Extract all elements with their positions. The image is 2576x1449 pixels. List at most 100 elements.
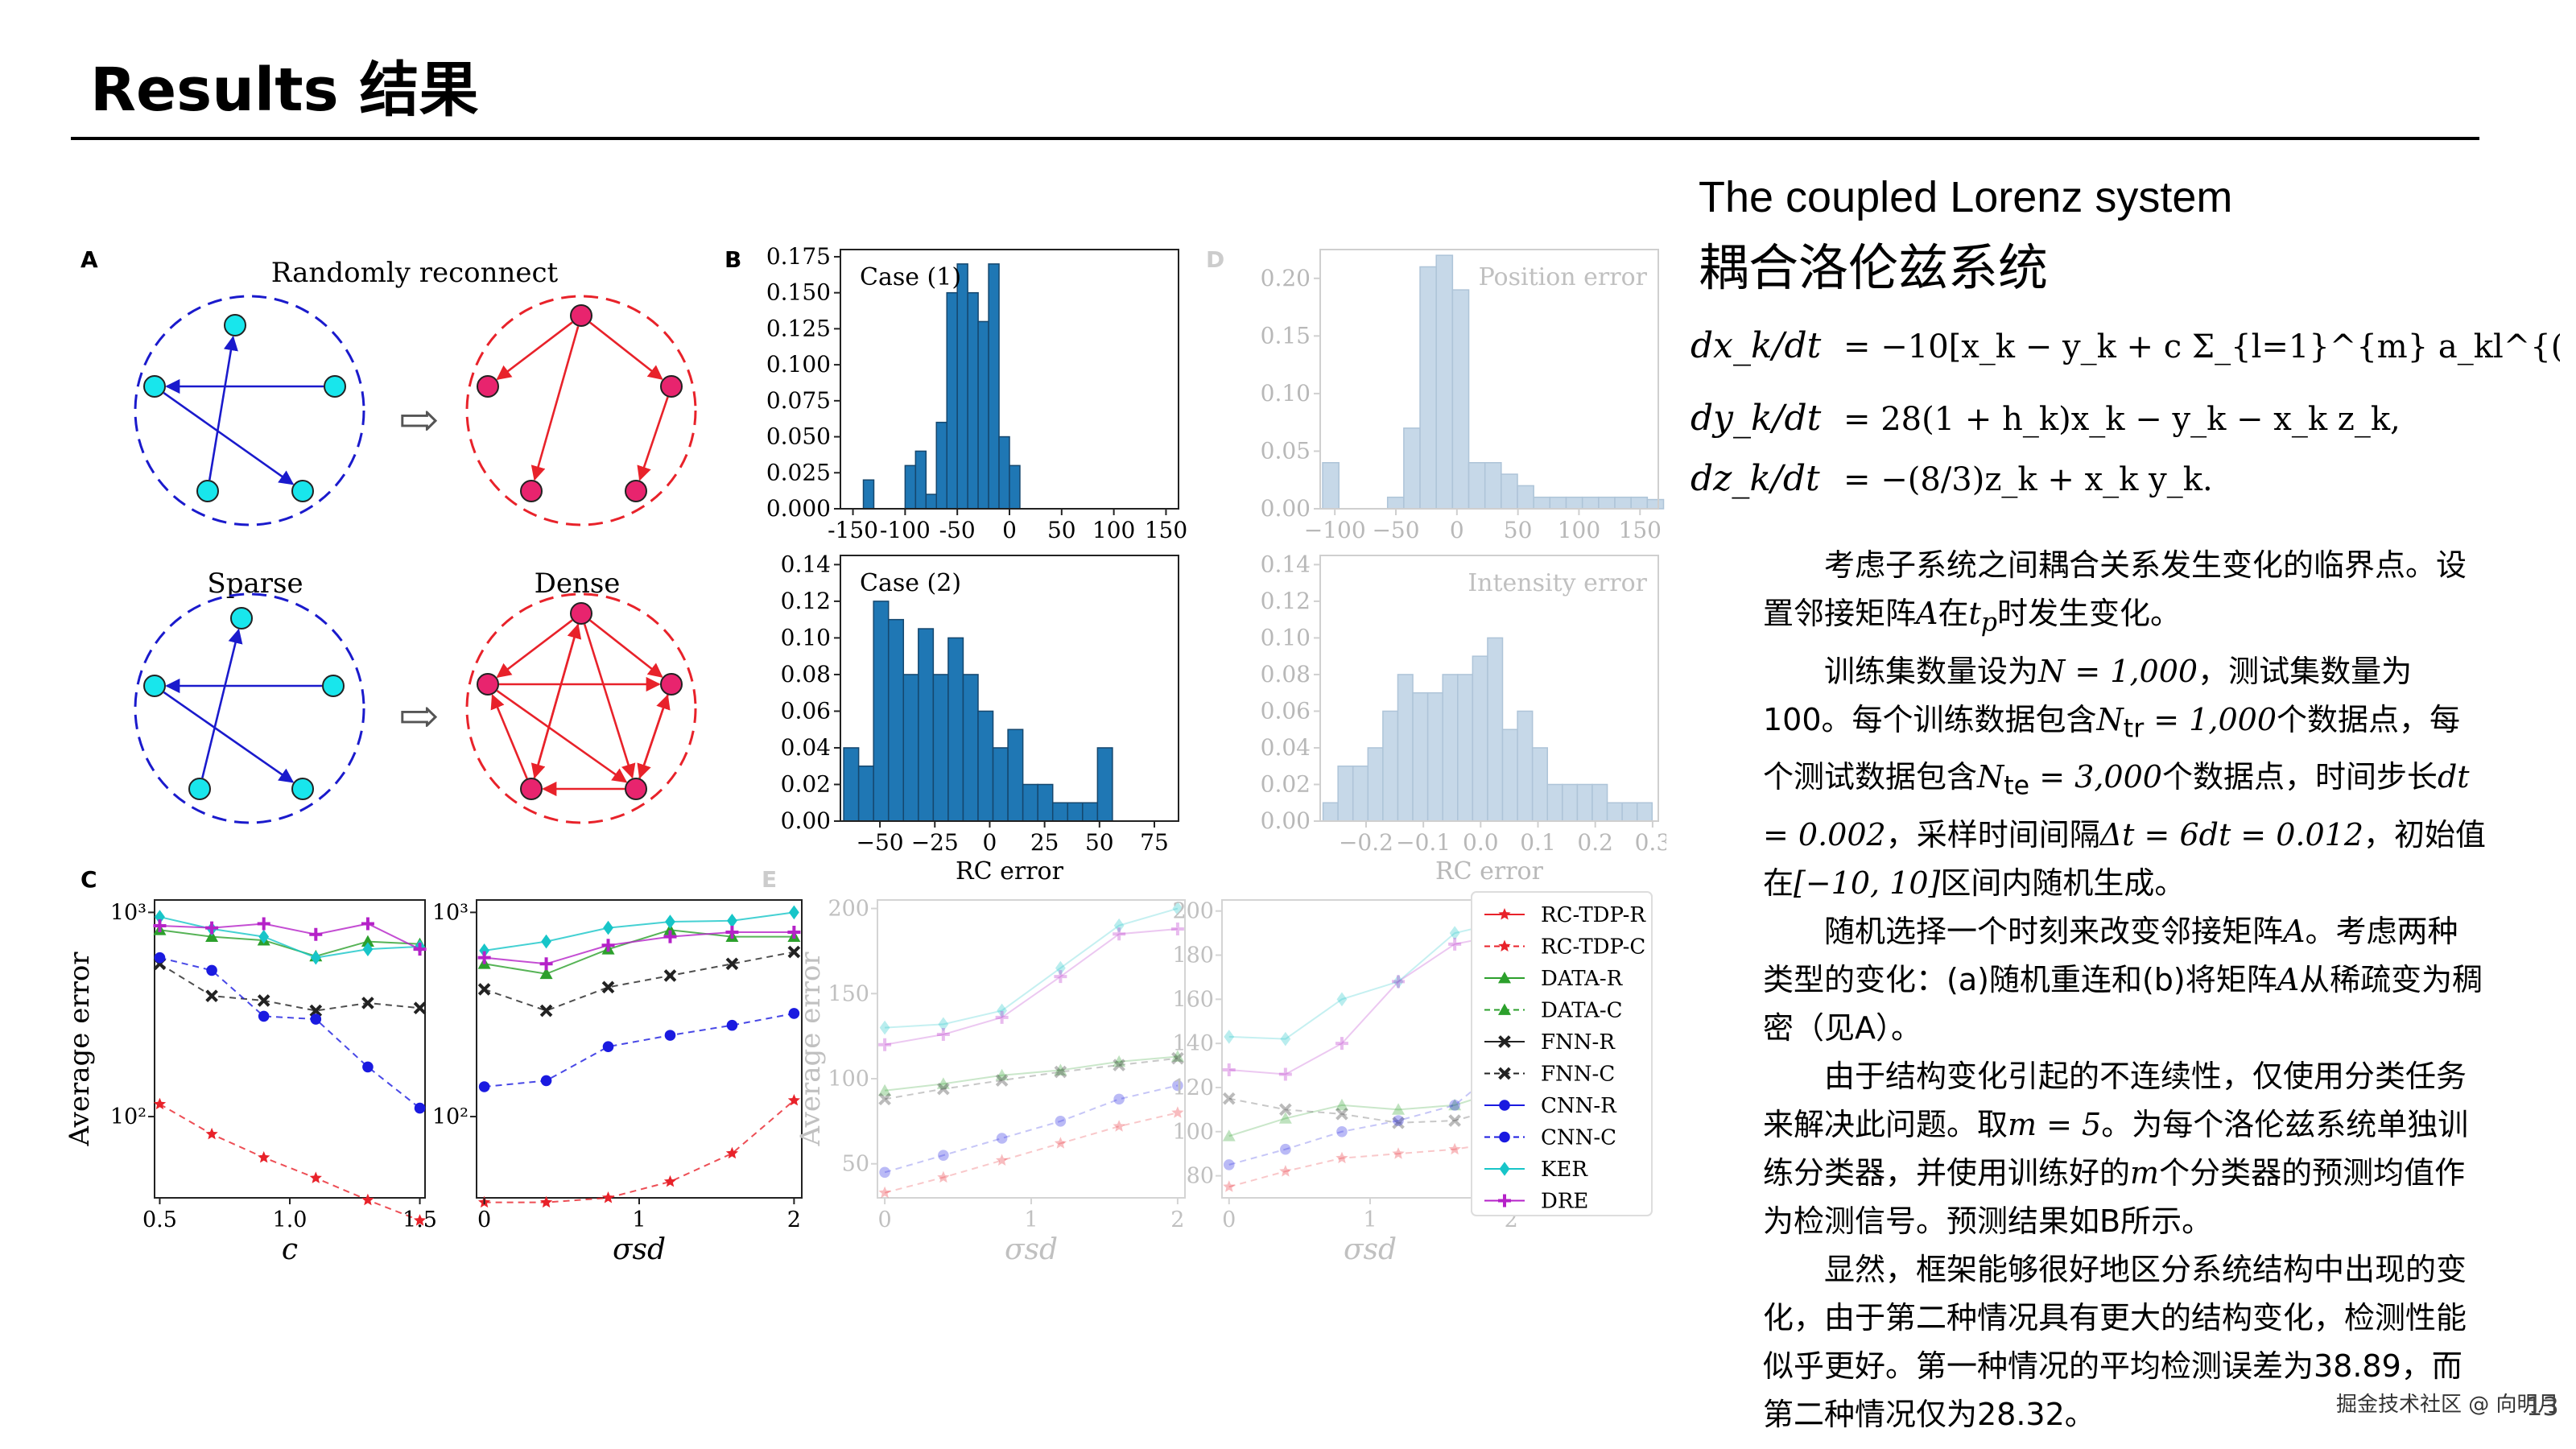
data-point: [1336, 992, 1348, 1007]
x-axis-label: RC error: [956, 857, 1064, 886]
x-tick-label: 2: [787, 1208, 801, 1232]
histogram-bar: [873, 601, 890, 822]
plot-title: Intensity error: [1468, 569, 1647, 597]
eq2-lhs: dy_k/dt: [1690, 398, 1822, 439]
x-axis-label: σsd: [613, 1233, 666, 1266]
series-0: [153, 1097, 427, 1226]
legend-label: CNN-R: [1541, 1094, 1617, 1118]
data-point: [937, 1170, 950, 1183]
histogram-bar: [1037, 783, 1054, 822]
legend-label: FNN-C: [1541, 1063, 1615, 1087]
series-1: [1222, 1080, 1518, 1141]
plot-frame: [1319, 249, 1659, 510]
histogram-bar: [1022, 783, 1038, 822]
histogram-bar: [1565, 496, 1583, 510]
legend-item: KER: [1484, 1158, 1588, 1182]
series-5: [477, 925, 801, 971]
x-axis-label: σsd: [1005, 1233, 1058, 1266]
section-title-cn: 耦合洛伦兹系统: [1699, 238, 2049, 297]
data-point: [1498, 939, 1511, 952]
data-point: [788, 1008, 800, 1019]
histogram-bar: [1606, 802, 1623, 822]
histogram-bar: [1549, 496, 1567, 510]
data-point: [603, 920, 613, 935]
data-point: [362, 942, 374, 956]
lorenz-equations: dx_k/dt = −10[x_k − y_k + c Σ_{l=1}^{m} …: [1690, 325, 2560, 499]
data-point: [1170, 1050, 1184, 1062]
data-point: [997, 1003, 1008, 1018]
y-tick-label: 0.08: [781, 661, 831, 687]
data-point: [362, 1061, 374, 1073]
x-tick-label: 0: [1450, 517, 1464, 543]
title-divider: [71, 137, 2479, 140]
histogram-bar: [988, 263, 1000, 510]
data-point: [205, 989, 218, 1002]
histogram-bar: [1517, 485, 1534, 510]
paragraph-5: 显然，框架能够很好地区分系统结构中出现的变化，由于第二种情况具有更大的结构变化，…: [1763, 1251, 2467, 1432]
histogram-bar: [1484, 462, 1502, 510]
y-tick-label: 100: [1172, 1120, 1214, 1145]
data-point: [540, 1195, 553, 1208]
data-point: [1171, 1106, 1184, 1118]
plot-title: Position error: [1479, 263, 1648, 291]
data-point: [309, 927, 323, 941]
histogram-bar: [918, 628, 935, 822]
legend-label: DATA-C: [1541, 999, 1623, 1023]
histogram-bar: [1457, 674, 1474, 822]
data-point: [478, 1081, 490, 1092]
footer-watermark: 掘金技术社区 @ 向明月: [2336, 1393, 2559, 1417]
legend-box: [1471, 891, 1653, 1216]
network-node: [143, 375, 166, 398]
x-tick-label: −100: [1304, 517, 1366, 543]
data-point: [995, 1010, 1009, 1024]
data-point: [309, 1171, 322, 1183]
y-tick-label: 120: [1172, 1075, 1214, 1100]
network-boundary: [465, 295, 697, 526]
x-tick-label: 1: [632, 1208, 646, 1232]
data-point: [477, 951, 491, 964]
data-point: [1498, 1003, 1511, 1015]
network-node: [625, 778, 647, 800]
data-point: [1392, 1103, 1406, 1115]
histogram-bar: [862, 479, 875, 510]
figure: A Randomly reconnect Sparse Dense ⇨ ⇨ 0.…: [64, 243, 1666, 1266]
x-tick-label: 150: [1145, 517, 1187, 543]
data-point: [1392, 975, 1406, 989]
histogram-bar: [932, 674, 949, 822]
y-tick-label: 140: [1172, 1031, 1214, 1056]
histogram-bar: [1630, 496, 1649, 510]
data-point: [879, 1166, 890, 1179]
series-line: [884, 1055, 1178, 1092]
data-point: [1498, 972, 1511, 984]
x-tick-label: 0: [1002, 517, 1017, 543]
data-point: [1498, 1194, 1511, 1208]
panel-letter-d: D: [1206, 246, 1224, 273]
data-point: [1113, 1059, 1125, 1071]
data-point: [938, 1017, 949, 1032]
data-point: [205, 930, 219, 943]
data-point: [878, 1092, 891, 1106]
paragraph-2: 训练集数量设为N = 1,000，测试集数量为100。每个训练数据包含Ntr =…: [1763, 653, 2487, 901]
data-point: [1498, 908, 1511, 920]
y-tick-label: 100: [828, 1067, 869, 1092]
histogram-bar: [1533, 496, 1551, 510]
x-tick-label: 1.0: [273, 1208, 308, 1232]
data-point: [1054, 970, 1067, 984]
histogram-bar: [992, 747, 1009, 822]
data-point: [1223, 1159, 1235, 1170]
y-tick-label: 10³: [110, 900, 147, 925]
data-point: [1392, 1116, 1405, 1129]
data-point: [361, 917, 374, 931]
x-tick-label: −0.1: [1396, 829, 1451, 856]
histogram-bar: [887, 618, 905, 822]
y-tick-label: 0.00: [781, 807, 831, 834]
data-point: [995, 1068, 1009, 1081]
plot-frame: [154, 899, 426, 1199]
histogram-bar: [1382, 710, 1399, 822]
data-point: [1172, 1080, 1183, 1092]
histogram-bar: [1067, 802, 1084, 822]
page-number: 13: [2526, 1391, 2559, 1422]
histogram-bar: [1487, 637, 1504, 822]
data-point: [1448, 1098, 1462, 1111]
data-point: [726, 1019, 738, 1031]
